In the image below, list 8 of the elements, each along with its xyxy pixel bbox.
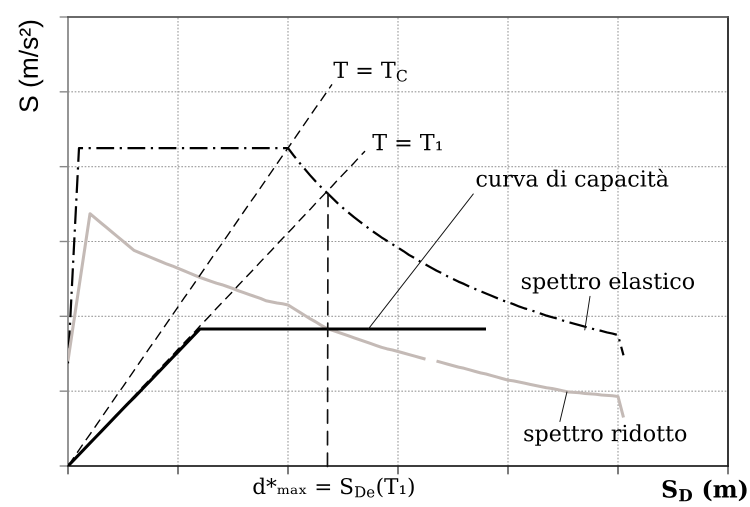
y-axis-title: S (m/s²) bbox=[18, 20, 44, 112]
text: T = T$_{C}$ bbox=[334, 62, 407, 82]
annotation: T = T₁ bbox=[372, 134, 442, 150]
annotation: spettro elastico bbox=[522, 272, 694, 294]
x-axis-title: S$_{D}$ (m) bbox=[662, 480, 747, 502]
text: d*ₘₐₓ = S$_{De}$(T₁) bbox=[253, 478, 414, 498]
annotation: curva di capacità bbox=[476, 168, 668, 192]
annotation: spettro ridotto bbox=[524, 424, 686, 446]
